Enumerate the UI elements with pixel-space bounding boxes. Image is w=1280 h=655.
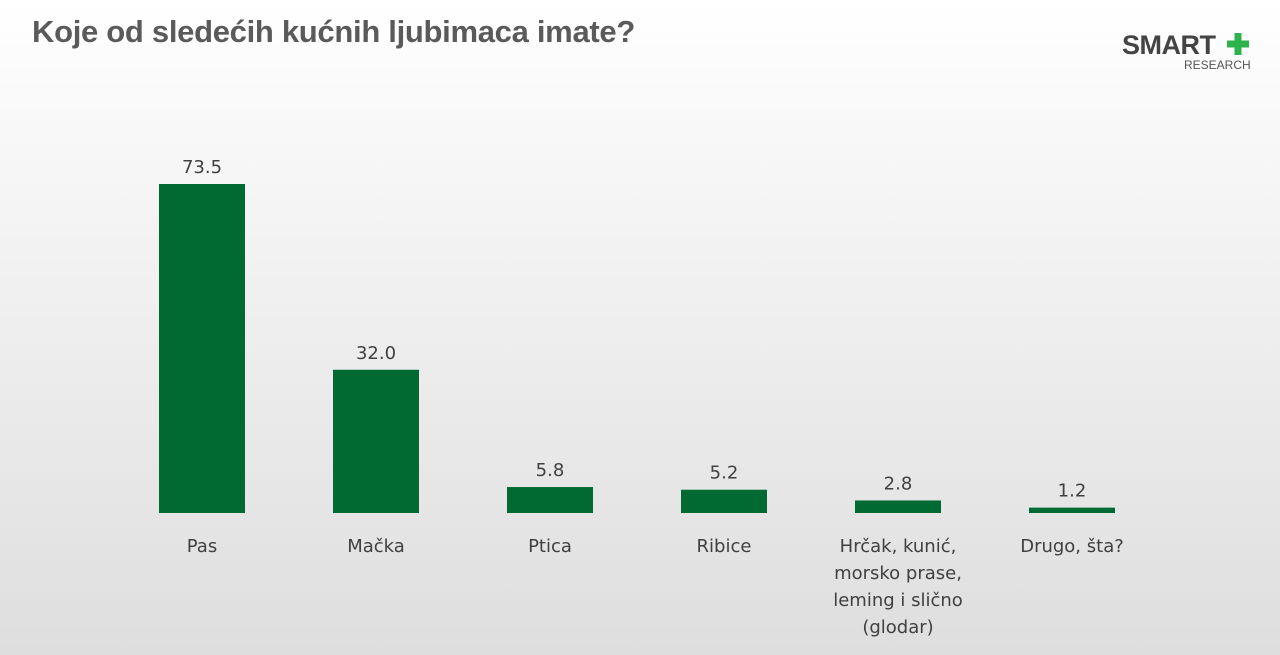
data-label: 1.2 bbox=[1058, 481, 1087, 502]
data-label: 32.0 bbox=[356, 343, 396, 364]
x-tick-label: (glodar) bbox=[862, 617, 933, 638]
logo-wordmark: SMART bbox=[1122, 30, 1216, 60]
x-tick-label: Ribice bbox=[697, 536, 752, 557]
bar bbox=[159, 184, 245, 513]
bar bbox=[1029, 507, 1115, 513]
x-tick-label: Ptica bbox=[528, 536, 572, 557]
x-tick-label: morsko prase, bbox=[834, 563, 962, 584]
x-tick-label: Pas bbox=[187, 536, 217, 557]
bar bbox=[855, 500, 941, 513]
x-tick-label: Drugo, šta? bbox=[1020, 536, 1124, 557]
plus-icon bbox=[1227, 33, 1249, 55]
logo-subtitle: RESEARCH bbox=[1184, 58, 1251, 72]
bar bbox=[333, 369, 419, 513]
x-tick-label: Hrčak, kunić, bbox=[840, 536, 957, 557]
chart-title: Koje od sledećih kućnih ljubimaca imate? bbox=[32, 14, 635, 49]
data-label: 5.2 bbox=[710, 463, 739, 484]
data-label: 73.5 bbox=[182, 157, 222, 178]
x-tick-label: Mačka bbox=[347, 536, 405, 557]
bar bbox=[681, 489, 767, 513]
data-label: 5.8 bbox=[536, 460, 565, 481]
data-label: 2.8 bbox=[884, 473, 913, 494]
smart-research-logo: SMART RESEARCH bbox=[1118, 30, 1258, 76]
bar bbox=[507, 487, 593, 513]
x-tick-label: leming i slično bbox=[833, 590, 963, 611]
